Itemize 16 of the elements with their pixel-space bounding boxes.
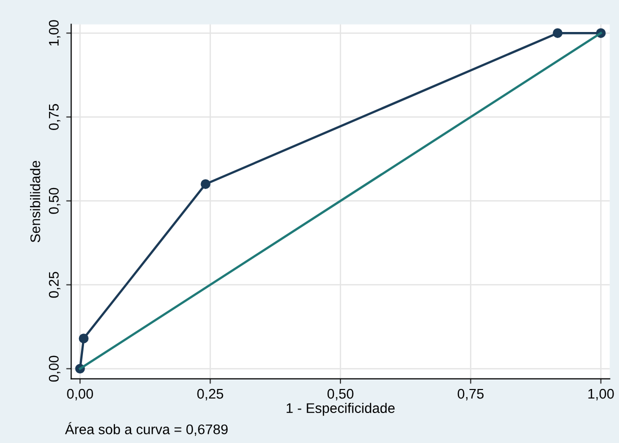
x-tick-label: 1,00 xyxy=(588,388,614,400)
y-tick-label: 0,75 xyxy=(48,104,60,130)
y-tick-label: 0,50 xyxy=(48,188,60,214)
y-tick-label: 1,00 xyxy=(48,20,60,46)
x-tick-label: 0,50 xyxy=(327,388,354,400)
point xyxy=(552,28,562,38)
y-tick-label: 0,00 xyxy=(48,356,60,382)
x-axis-title: 1 - Especificidade xyxy=(286,402,395,416)
y-axis-title: Sensibilidade xyxy=(30,160,40,242)
point xyxy=(200,179,210,189)
x-tick-label: 0,25 xyxy=(197,388,224,400)
x-tick-label: 0,00 xyxy=(67,388,94,400)
x-tick-label: 0,75 xyxy=(458,388,484,400)
text: Área sob a curva = 0,6789 xyxy=(65,422,228,436)
y-tick-label: 0,25 xyxy=(48,272,60,298)
point xyxy=(78,334,89,344)
